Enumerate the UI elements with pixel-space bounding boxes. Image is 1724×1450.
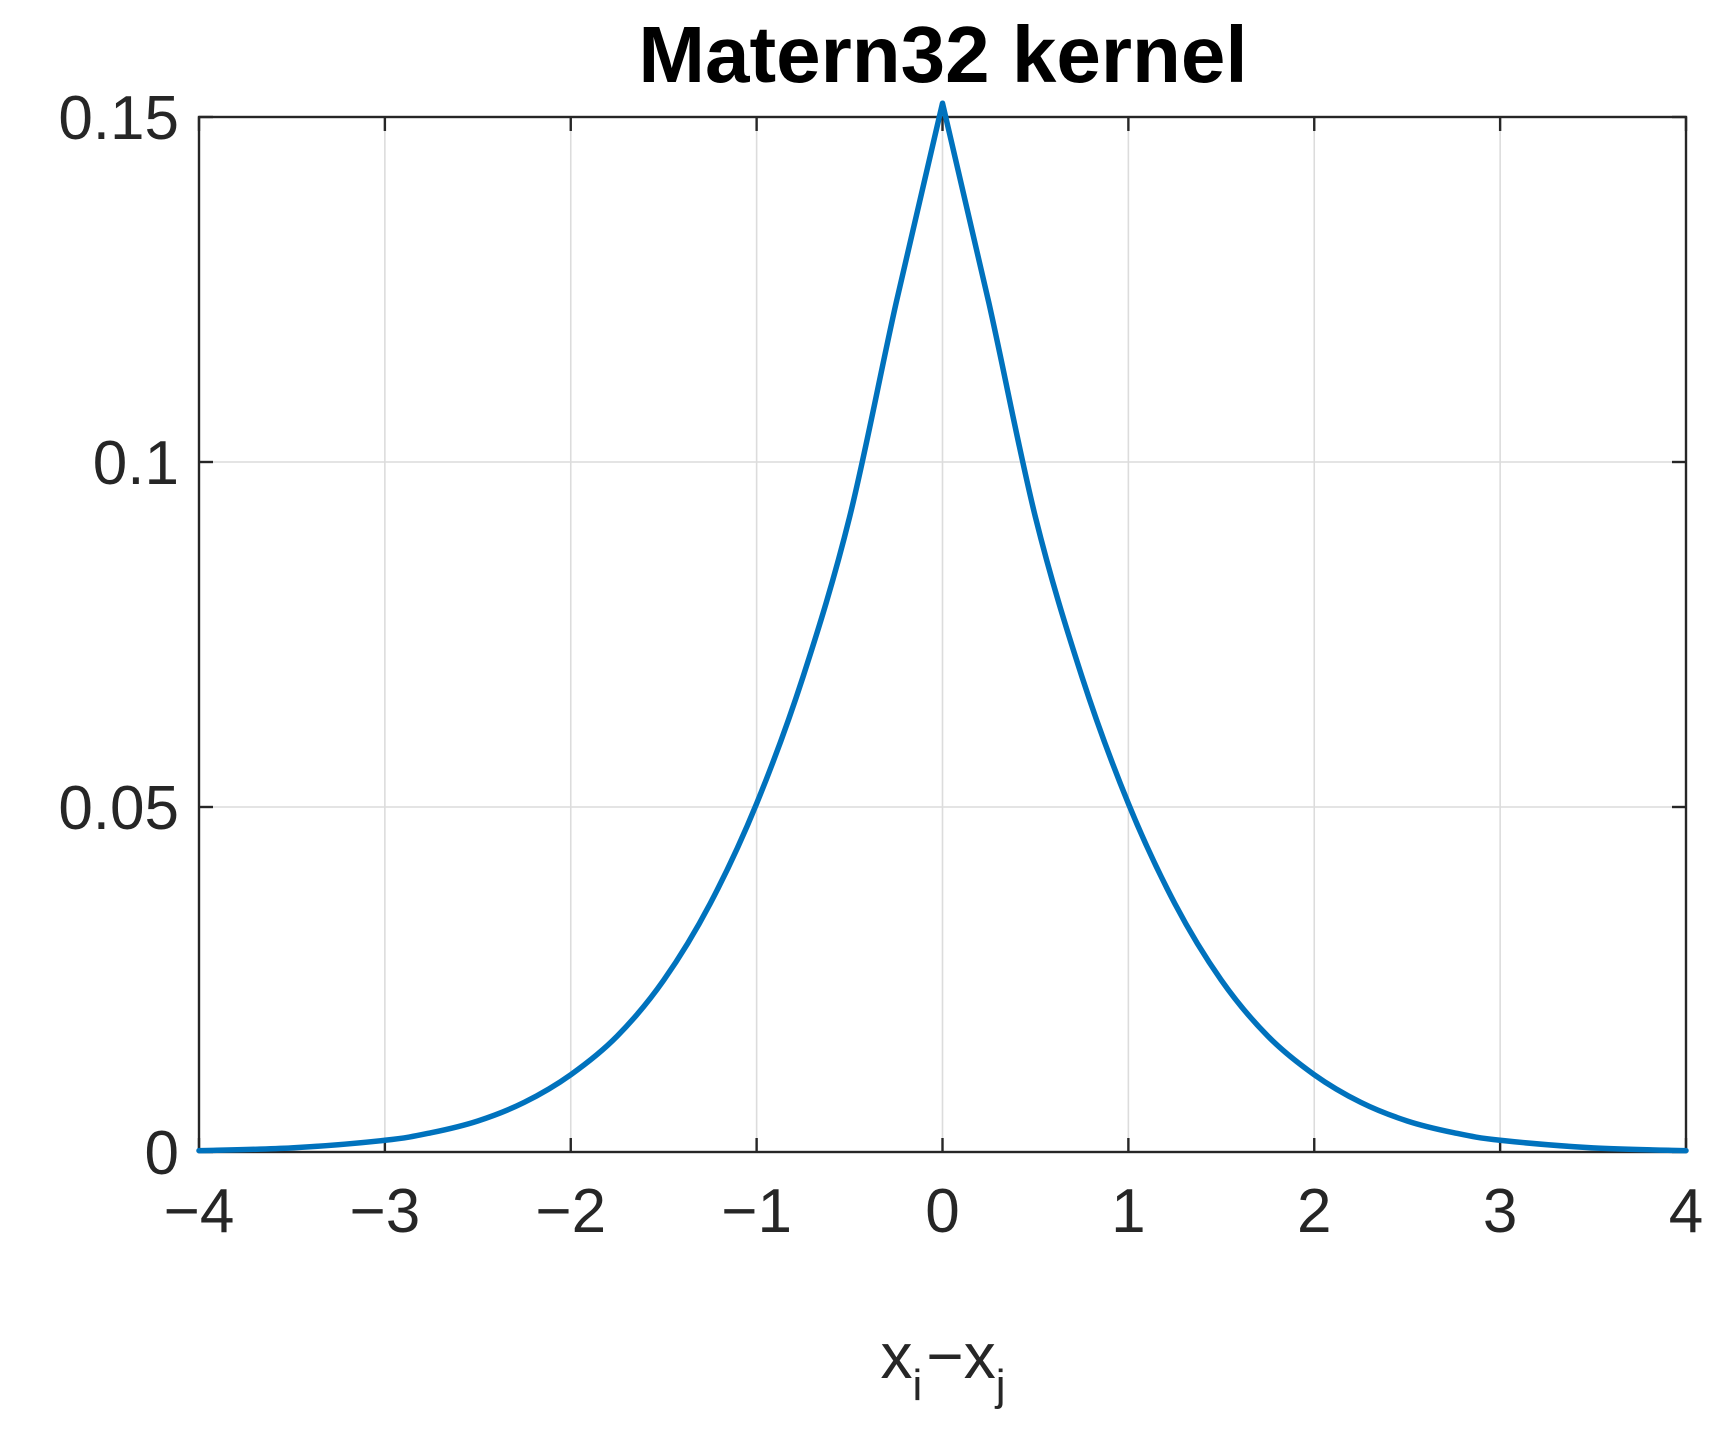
x-tick-label: −4 — [164, 1177, 235, 1246]
series-line-matern32 — [196, 100, 1689, 1154]
x-tick-labels: −4 −3 −2 −1 0 1 2 3 4 — [164, 1177, 1704, 1246]
y-tick-label: 0.1 — [93, 429, 179, 498]
x-tick-label: 3 — [1483, 1177, 1517, 1246]
x-axis-label: xi−xj — [881, 1320, 1006, 1410]
y-tick-label: 0.05 — [58, 774, 179, 843]
x-axis-label-base-1: x — [881, 1320, 913, 1392]
x-tick-label: 0 — [925, 1177, 959, 1246]
x-axis-label-subscript-2: j — [994, 1361, 1006, 1410]
y-tick-label: 0.15 — [58, 84, 179, 153]
x-tick-label: 4 — [1669, 1177, 1703, 1246]
x-tick-label: −3 — [350, 1177, 421, 1246]
x-tick-label: −1 — [721, 1177, 792, 1246]
x-tick-label: 1 — [1111, 1177, 1145, 1246]
x-axis-label-subscript-1: i — [913, 1361, 923, 1410]
y-tick-label: 0 — [145, 1119, 179, 1188]
chart-title: Matern32 kernel — [638, 10, 1247, 99]
x-axis-label-operator: − — [926, 1320, 963, 1392]
y-tick-labels: 0 0.05 0.1 0.15 — [58, 84, 179, 1188]
x-tick-label: 2 — [1297, 1177, 1331, 1246]
x-tick-label: −2 — [535, 1177, 606, 1246]
x-axis-label-base-2: x — [964, 1320, 996, 1392]
